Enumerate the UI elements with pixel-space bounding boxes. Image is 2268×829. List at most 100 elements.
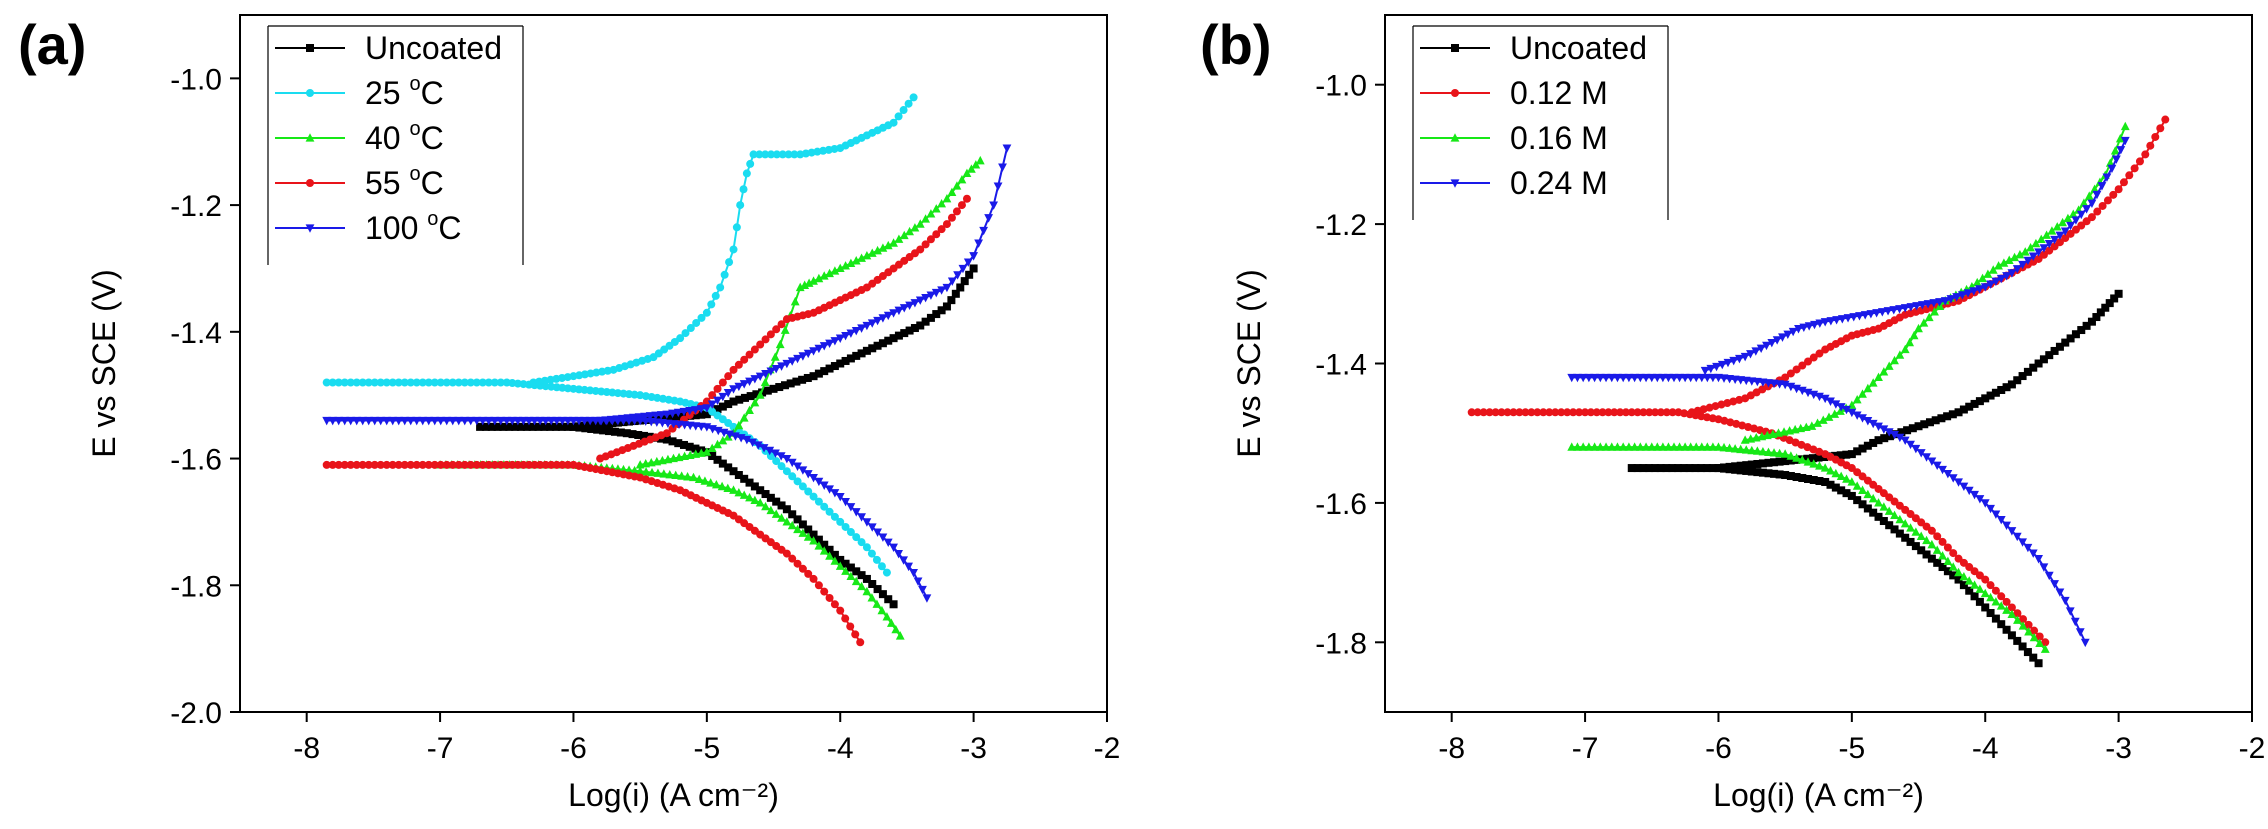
data-point	[841, 522, 850, 531]
data-point	[692, 318, 701, 327]
data-point	[1686, 442, 1696, 451]
data-point	[1639, 464, 1648, 473]
data-point	[819, 481, 829, 490]
legend-label: 55 oC	[365, 163, 444, 201]
data-point	[448, 416, 458, 426]
data-point	[1911, 444, 1921, 454]
data-point	[1573, 442, 1582, 451]
data-point	[856, 638, 865, 647]
data-point	[513, 460, 522, 469]
data-point	[1607, 373, 1617, 383]
data-point	[809, 530, 818, 539]
data-point	[647, 467, 657, 477]
data-point	[750, 375, 760, 384]
data-point	[793, 477, 802, 486]
data-point	[915, 296, 925, 305]
data-point	[679, 440, 688, 449]
data-point	[536, 460, 545, 469]
data-point	[552, 416, 562, 426]
data-point	[430, 416, 440, 426]
data-point	[809, 347, 818, 356]
data-point	[777, 513, 786, 522]
data-point	[2077, 326, 2086, 335]
data-point	[1879, 367, 1889, 376]
data-point	[1685, 464, 1694, 473]
data-point	[942, 302, 951, 311]
data-point	[788, 554, 797, 563]
data-point	[2087, 213, 2096, 222]
data-point	[736, 201, 745, 210]
data-point	[1842, 450, 1851, 459]
data-point	[905, 326, 914, 335]
data-point	[729, 365, 738, 374]
data-point	[2036, 234, 2046, 244]
data-point	[745, 350, 754, 359]
data-point	[1890, 510, 1899, 520]
data-point	[820, 587, 829, 596]
data-point	[846, 503, 856, 512]
data-point	[1775, 457, 1784, 466]
y-tick-label: -1.8	[170, 570, 222, 603]
data-point	[2020, 247, 2030, 256]
data-point	[1826, 397, 1835, 406]
data-point	[1808, 454, 1817, 463]
data-point	[1843, 314, 1853, 323]
data-point	[1714, 442, 1723, 451]
legend-marker	[306, 89, 314, 97]
data-point	[969, 264, 978, 273]
data-point	[1991, 510, 2001, 519]
data-point	[1975, 584, 1985, 593]
data-point	[685, 406, 695, 416]
data-point	[508, 460, 517, 469]
data-point	[689, 472, 698, 482]
data-point	[334, 416, 344, 426]
legend-label: 0.12 M	[1510, 75, 1608, 111]
data-point	[825, 268, 834, 278]
data-point	[830, 362, 839, 371]
data-point	[2029, 653, 2038, 662]
data-point	[400, 460, 409, 469]
data-point	[466, 378, 475, 387]
data-point	[622, 429, 631, 438]
data-point	[772, 457, 781, 466]
data-point	[1575, 408, 1584, 417]
data-point	[1717, 360, 1727, 370]
data-point	[784, 150, 793, 159]
x-tick-label: -4	[1972, 732, 1999, 765]
data-point	[454, 416, 464, 426]
data-point	[756, 340, 765, 349]
data-point	[1658, 442, 1668, 451]
data-point	[519, 460, 528, 469]
data-point	[793, 354, 802, 364]
data-point	[1656, 408, 1665, 417]
data-point	[825, 507, 834, 516]
data-point	[653, 468, 663, 477]
data-point	[358, 416, 368, 426]
data-point	[830, 550, 839, 559]
data-point	[328, 460, 337, 469]
series-uncoated	[1627, 289, 2123, 668]
legend-label: 0.24 M	[1510, 165, 1608, 201]
data-point	[883, 538, 893, 547]
data-point	[1975, 397, 1984, 406]
data-point	[910, 324, 919, 333]
data-point	[2028, 252, 2038, 261]
data-point	[1578, 373, 1588, 383]
data-point	[746, 159, 755, 168]
data-point	[780, 381, 789, 390]
data-point	[1826, 466, 1835, 475]
data-point	[2107, 164, 2117, 174]
data-point	[809, 536, 818, 545]
data-point	[1747, 467, 1756, 476]
data-point	[819, 546, 829, 555]
data-point	[1497, 408, 1506, 417]
x-tick-label: -7	[1572, 732, 1599, 765]
data-point	[1601, 373, 1611, 383]
data-point	[2041, 638, 2050, 647]
data-point	[496, 460, 505, 469]
data-point	[1943, 567, 1952, 576]
data-point	[1868, 493, 1878, 503]
data-point	[734, 382, 744, 392]
data-point	[2035, 638, 2045, 648]
